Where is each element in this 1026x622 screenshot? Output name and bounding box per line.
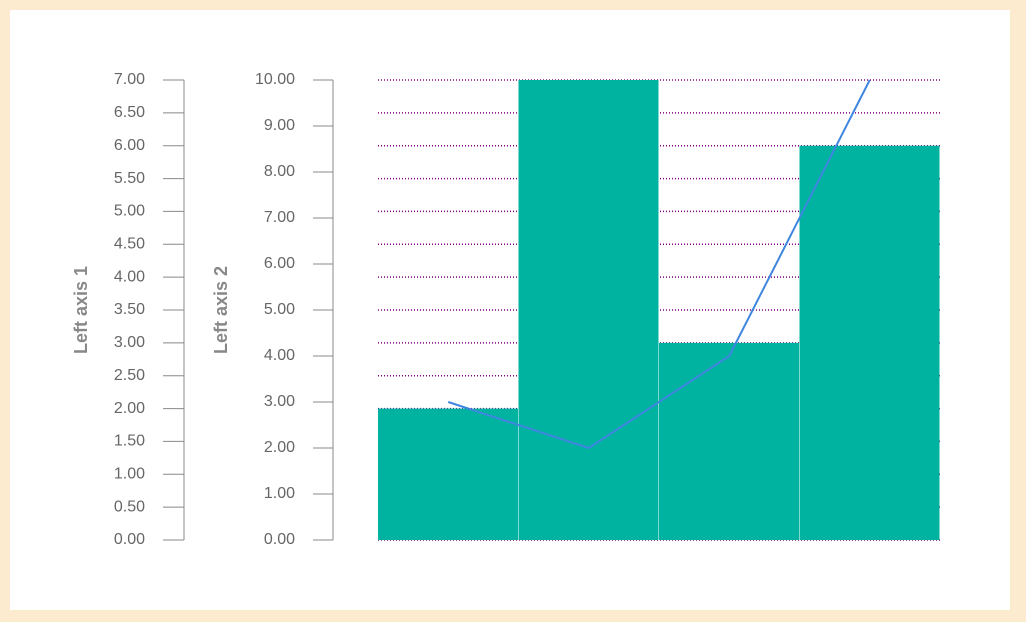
bar: [659, 342, 799, 540]
y-tick-label: 3.50: [114, 301, 145, 318]
y-tick-label: 3.00: [114, 334, 145, 351]
y2-tick-label: 3.00: [264, 393, 295, 410]
y2-tick-label: 6.00: [264, 255, 295, 272]
y-tick-label: 2.00: [114, 400, 145, 417]
y-tick-label: 4.00: [114, 268, 145, 285]
y-tick-label: 2.50: [114, 367, 145, 384]
y-tick-label: 0.00: [114, 531, 145, 548]
y-tick-label: 5.50: [114, 170, 145, 187]
y2-axis-title: Left axis 2: [211, 266, 231, 354]
y-tick-label: 6.00: [114, 137, 145, 154]
y-tick-label: 7.00: [114, 71, 145, 88]
y2-tick-label: 2.00: [264, 439, 295, 456]
y2-tick-label: 9.00: [264, 117, 295, 134]
y-tick-label: 1.00: [114, 466, 145, 483]
bar: [518, 80, 659, 540]
y-axis-title: Left axis 1: [71, 266, 91, 354]
y-tick-label: 0.50: [114, 498, 145, 515]
y-tick-label: 5.00: [114, 203, 145, 220]
y2-tick-label: 5.00: [264, 301, 295, 318]
y2-tick-label: 0.00: [264, 531, 295, 548]
bar: [378, 408, 518, 540]
y-tick-label: 4.50: [114, 236, 145, 253]
y2-tick-label: 4.00: [264, 347, 295, 364]
line: [447, 79, 871, 450]
y2-tick-label: 7.00: [264, 209, 295, 226]
y-tick-label: 1.50: [114, 433, 145, 450]
y2-tick-label: 1.00: [264, 485, 295, 502]
y2-tick-label: 10.00: [255, 71, 295, 88]
bar: [799, 145, 940, 540]
y2-tick-label: 8.00: [264, 163, 295, 180]
y-tick-label: 6.50: [114, 104, 145, 121]
